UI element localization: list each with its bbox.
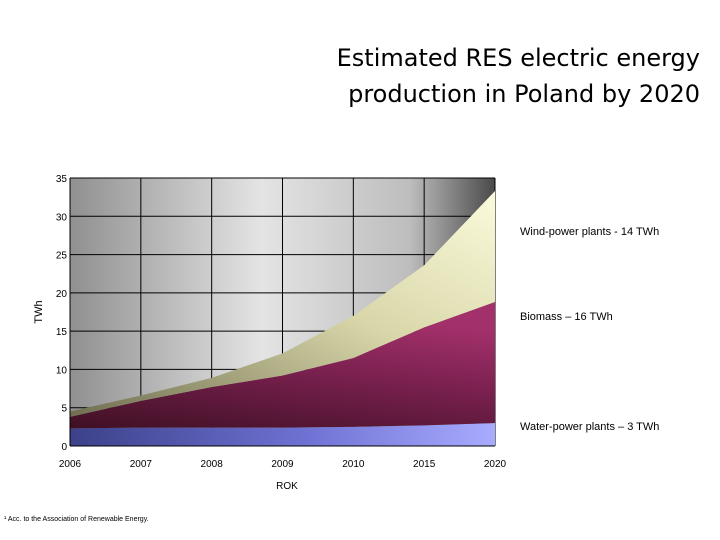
x-tick-label: 2007 <box>130 459 153 470</box>
x-tick-label: 2008 <box>201 459 224 470</box>
y-tick-label: 0 <box>61 442 67 453</box>
x-tick-label: 2010 <box>342 459 365 470</box>
area-wind-power <box>70 191 495 417</box>
area-water-power <box>70 423 495 446</box>
footnote: ¹ Acc. to the Association of Renewable E… <box>4 516 149 523</box>
chart-title: Estimated RES electric energy production… <box>290 40 700 112</box>
area-biomass <box>70 302 495 429</box>
series-label-water-power: Water-power plants – 3 TWh <box>520 421 660 433</box>
y-axis-label: TWh <box>33 300 45 323</box>
x-axis-label: ROK <box>276 481 298 492</box>
y-tick-label: 30 <box>56 212 68 223</box>
series-label-wind-power: Wind-power plants - 14 TWh <box>520 226 660 238</box>
y-tick-label: 20 <box>56 289 68 300</box>
y-tick-labels: 0 5 10 15 20 25 30 35 <box>56 174 68 453</box>
y-tick-label: 25 <box>56 251 68 262</box>
x-tick-label: 2015 <box>413 459 436 470</box>
chart-title-line-1: Estimated RES electric energy <box>336 44 700 72</box>
y-tick-label: 10 <box>56 365 68 376</box>
y-tick-label: 15 <box>56 327 68 338</box>
series-label-biomass: Biomass – 16 TWh <box>520 311 613 323</box>
axes <box>69 178 495 447</box>
x-tick-label: 2006 <box>59 459 82 470</box>
area-series <box>70 191 495 446</box>
chart-title-line-2: production in Poland by 2020 <box>348 80 700 108</box>
y-tick-label: 35 <box>56 174 68 185</box>
y-tick-label: 5 <box>61 404 67 415</box>
x-tick-labels: 2006 2007 2008 2009 2010 2015 2020 <box>59 459 507 470</box>
x-tick-label: 2020 <box>484 459 507 470</box>
x-tick-label: 2009 <box>271 459 294 470</box>
